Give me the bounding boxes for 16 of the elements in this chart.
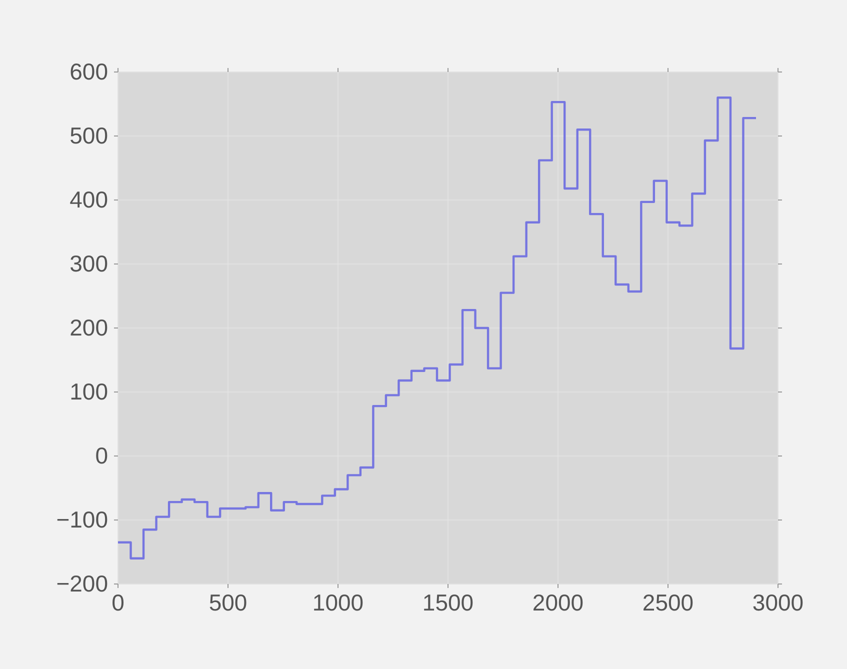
y-tick-label: 500	[70, 122, 108, 148]
y-tick-label: 200	[70, 314, 108, 340]
y-tick-label: 0	[95, 442, 108, 468]
y-tick-label: 100	[70, 378, 108, 404]
x-tick-label: 1000	[312, 589, 364, 616]
x-tick-label: 2500	[642, 589, 694, 616]
x-tick-label: 2000	[532, 589, 584, 616]
x-tick-label: 0	[112, 589, 124, 616]
y-tick-label: −100	[56, 506, 108, 532]
x-tick-label: 3000	[752, 589, 804, 616]
y-tick-label: 600	[70, 58, 108, 84]
y-tick-label: −200	[56, 570, 108, 596]
x-tick-label: 500	[208, 589, 248, 616]
y-tick-label: 400	[70, 186, 108, 212]
y-tick-label: 300	[70, 250, 108, 276]
x-tick-label: 1500	[422, 589, 474, 616]
